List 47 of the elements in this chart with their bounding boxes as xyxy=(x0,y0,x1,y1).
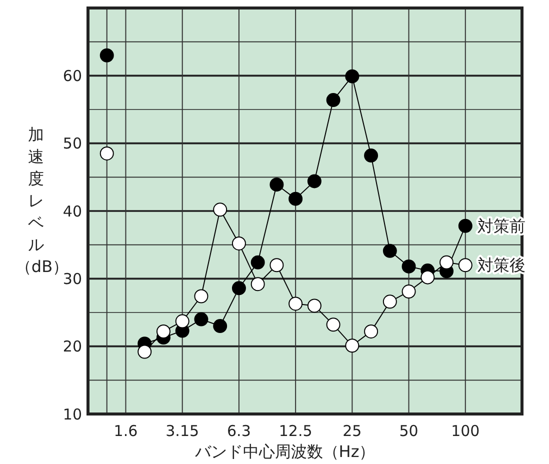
x-tick-label: 100 xyxy=(451,422,480,440)
point xyxy=(100,48,114,62)
point xyxy=(440,255,454,270)
x-tick-label: 12.5 xyxy=(278,422,312,440)
y-tick-label: 60 xyxy=(62,66,82,85)
point xyxy=(250,277,265,292)
point xyxy=(213,319,228,334)
point xyxy=(100,146,114,160)
point xyxy=(288,192,303,206)
x-tick-label: 6.3 xyxy=(227,422,251,440)
point xyxy=(364,148,378,163)
point xyxy=(345,69,360,84)
y-tick-label: 30 xyxy=(62,270,82,288)
point xyxy=(156,324,170,338)
x-tick-label: 25 xyxy=(342,422,362,440)
point xyxy=(326,93,340,108)
point xyxy=(175,314,190,328)
point xyxy=(194,289,208,304)
x-tick-label: 50 xyxy=(399,422,418,440)
point xyxy=(194,312,208,326)
point xyxy=(402,284,416,299)
point xyxy=(458,258,472,272)
x-axis-title: バンド中心周波数（Hz） xyxy=(194,442,376,461)
point xyxy=(402,259,416,274)
point xyxy=(307,174,322,188)
point xyxy=(138,344,152,359)
y-tick-label: 10 xyxy=(62,405,82,424)
point xyxy=(232,281,246,296)
point xyxy=(232,236,246,250)
point xyxy=(420,270,435,284)
point xyxy=(270,258,284,272)
point xyxy=(288,296,303,311)
x-tick-label: 3.15 xyxy=(166,422,200,440)
point xyxy=(326,318,340,332)
point xyxy=(364,324,378,338)
y-tick-label: 40 xyxy=(62,202,82,220)
point xyxy=(345,338,360,353)
y-tick-label: 50 xyxy=(62,134,82,153)
point xyxy=(270,178,284,192)
x-tick-label: 1.6 xyxy=(114,422,138,440)
y-tick-label: 20 xyxy=(62,338,82,356)
point xyxy=(382,244,397,258)
point xyxy=(213,202,228,217)
point xyxy=(382,294,397,309)
point xyxy=(458,218,472,233)
point xyxy=(307,298,322,313)
point xyxy=(250,255,265,270)
